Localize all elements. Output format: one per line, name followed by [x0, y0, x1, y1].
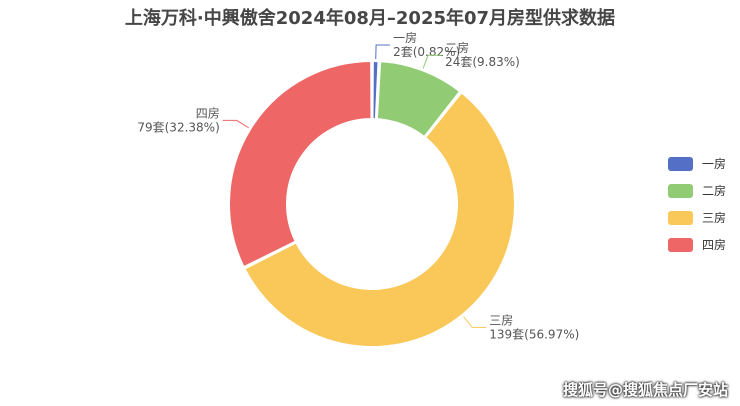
- slice-label-name: 一房: [393, 30, 417, 45]
- slice-label-value: 79套(32.38%): [137, 120, 219, 134]
- slice-label-value: 2套(0.82%): [393, 45, 460, 59]
- donut-slices: [228, 59, 516, 348]
- slice-label-value: 139套(56.97%): [489, 327, 579, 341]
- legend-item-4br[interactable]: 四房: [668, 236, 726, 253]
- donut-slice-2[interactable]: [375, 60, 462, 139]
- leader-line-1: [375, 44, 391, 60]
- slice-label-value: 24套(9.83%): [445, 55, 520, 69]
- legend: 一房 二房 三房 四房: [668, 155, 726, 263]
- chart-title: 上海万科·中興傲舍2024年08月–2025年07月房型供求数据: [124, 8, 616, 29]
- leader-line-2: [422, 54, 443, 69]
- leader-line-4: [222, 119, 249, 129]
- legend-label: 三房: [702, 211, 727, 225]
- legend-item-3br[interactable]: 三房: [668, 209, 726, 226]
- legend-label: 二房: [702, 184, 727, 198]
- legend-swatch: [668, 210, 693, 225]
- legend-label: 四房: [702, 238, 727, 252]
- legend-swatch: [668, 183, 693, 198]
- legend-swatch: [668, 156, 693, 171]
- slice-label-name: 四房: [196, 105, 220, 120]
- slice-label-name: 二房: [445, 40, 469, 55]
- slice-label-name: 三房: [489, 312, 513, 327]
- legend-item-1br[interactable]: 一房: [668, 155, 726, 172]
- donut-slice-4[interactable]: [228, 59, 373, 269]
- donut-slice-1[interactable]: [371, 59, 380, 121]
- legend-swatch: [668, 237, 693, 252]
- watermark: 搜狐号@搜狐焦点厂安站: [562, 381, 728, 399]
- donut-slice-3[interactable]: [243, 90, 516, 348]
- legend-item-2br[interactable]: 二房: [668, 182, 726, 199]
- leader-line-3: [463, 316, 487, 328]
- legend-label: 一房: [702, 157, 727, 171]
